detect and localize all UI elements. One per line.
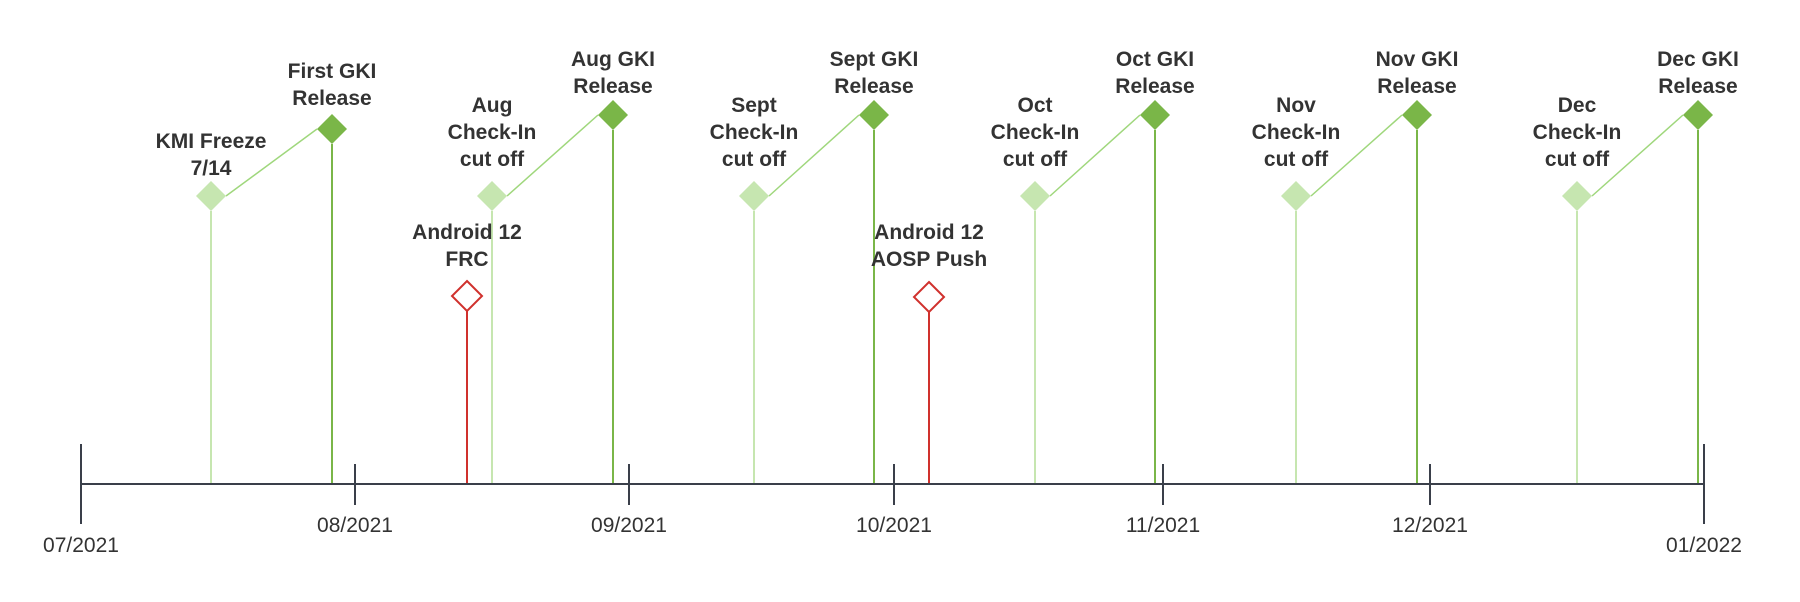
event-label: Check-In bbox=[1533, 121, 1622, 144]
event-label: Oct bbox=[1017, 94, 1052, 117]
diamond-icon bbox=[196, 181, 226, 211]
event-connector bbox=[1591, 114, 1684, 197]
event-connector bbox=[1310, 114, 1403, 197]
event-label: cut off bbox=[1264, 148, 1329, 171]
event-checkin: Sept Check-In cut off bbox=[710, 94, 799, 211]
event-checkin: KMI Freeze 7/14 bbox=[156, 130, 267, 211]
event-label: Release bbox=[834, 75, 913, 98]
event-label: Nov bbox=[1276, 94, 1316, 117]
event-connector bbox=[1049, 114, 1141, 197]
event-label: Release bbox=[573, 75, 652, 98]
event-label: cut off bbox=[1003, 148, 1068, 171]
diamond-icon bbox=[1020, 181, 1050, 211]
diamond-outline-icon bbox=[912, 280, 946, 314]
event-release: Nov GKI Release bbox=[1376, 48, 1459, 130]
timeline-axis: 07/2021 08/2021 09/2021 10/2021 11/2021 12/20… bbox=[43, 444, 1742, 557]
diamond-icon bbox=[1140, 100, 1170, 130]
diamond-outline-icon bbox=[450, 279, 484, 313]
event-label: Release bbox=[1377, 75, 1456, 98]
axis-tick-label: 10/2021 bbox=[856, 514, 932, 537]
diamond-icon bbox=[598, 100, 628, 130]
axis-tick-label: 11/2021 bbox=[1126, 514, 1200, 537]
diamond-icon bbox=[1402, 100, 1432, 130]
event-label: Check-In bbox=[710, 121, 799, 144]
event-label: cut off bbox=[460, 148, 525, 171]
event-checkin: Nov Check-In cut off bbox=[1252, 94, 1341, 211]
event-label: Aug bbox=[472, 94, 513, 117]
event-label: Android 12 bbox=[874, 221, 984, 244]
event-android: Android 12 FRC bbox=[412, 221, 522, 313]
event-release: Sept GKI Release bbox=[830, 48, 919, 130]
event-stems bbox=[210, 114, 1699, 484]
axis-tick-label: 12/2021 bbox=[1392, 514, 1468, 537]
event-label: KMI Freeze bbox=[156, 130, 267, 153]
diamond-icon bbox=[1281, 181, 1311, 211]
diamond-icon bbox=[1562, 181, 1592, 211]
event-android: Android 12 AOSP Push bbox=[871, 221, 987, 314]
event-checkin: Aug Check-In cut off bbox=[448, 94, 537, 211]
axis-tick-label: 01/2022 bbox=[1666, 534, 1742, 557]
event-label: Sept GKI bbox=[830, 48, 919, 71]
event-connector bbox=[225, 128, 318, 197]
event-label: Oct GKI bbox=[1116, 48, 1194, 71]
event-label: 7/14 bbox=[191, 157, 232, 180]
timeline-events: KMI Freeze 7/14 First GKI Release Android 12… bbox=[156, 48, 1739, 314]
event-release: Dec GKI Release bbox=[1657, 48, 1739, 130]
event-connector bbox=[506, 114, 599, 197]
diamond-icon bbox=[739, 181, 769, 211]
diamond-icon bbox=[859, 100, 889, 130]
event-label: Check-In bbox=[448, 121, 537, 144]
event-label: Dec bbox=[1558, 94, 1597, 117]
diamond-icon bbox=[317, 114, 347, 144]
event-label: Android 12 bbox=[412, 221, 522, 244]
event-release: Oct GKI Release bbox=[1115, 48, 1195, 130]
diamond-icon bbox=[1683, 100, 1713, 130]
event-label: cut off bbox=[1545, 148, 1610, 171]
event-release: First GKI Release bbox=[288, 60, 377, 144]
event-label: First GKI bbox=[288, 60, 377, 83]
diamond-icon bbox=[477, 181, 507, 211]
event-checkin: Oct Check-In cut off bbox=[991, 94, 1080, 211]
event-label: Release bbox=[1658, 75, 1737, 98]
event-label: Aug GKI bbox=[571, 48, 655, 71]
event-label: cut off bbox=[722, 148, 787, 171]
event-label: Check-In bbox=[991, 121, 1080, 144]
event-label: Nov GKI bbox=[1376, 48, 1459, 71]
event-release: Aug GKI Release bbox=[571, 48, 655, 130]
axis-tick-label: 09/2021 bbox=[591, 514, 667, 537]
event-checkin: Dec Check-In cut off bbox=[1533, 94, 1622, 211]
event-label: Release bbox=[292, 87, 371, 110]
axis-tick-label: 07/2021 bbox=[43, 534, 119, 557]
event-label: Dec GKI bbox=[1657, 48, 1739, 71]
event-label: AOSP Push bbox=[871, 248, 987, 271]
event-label: Check-In bbox=[1252, 121, 1341, 144]
event-label: Release bbox=[1115, 75, 1194, 98]
event-label: Sept bbox=[731, 94, 777, 117]
event-connector bbox=[768, 114, 860, 197]
event-label: FRC bbox=[445, 248, 488, 271]
axis-tick-label: 08/2021 bbox=[317, 514, 393, 537]
